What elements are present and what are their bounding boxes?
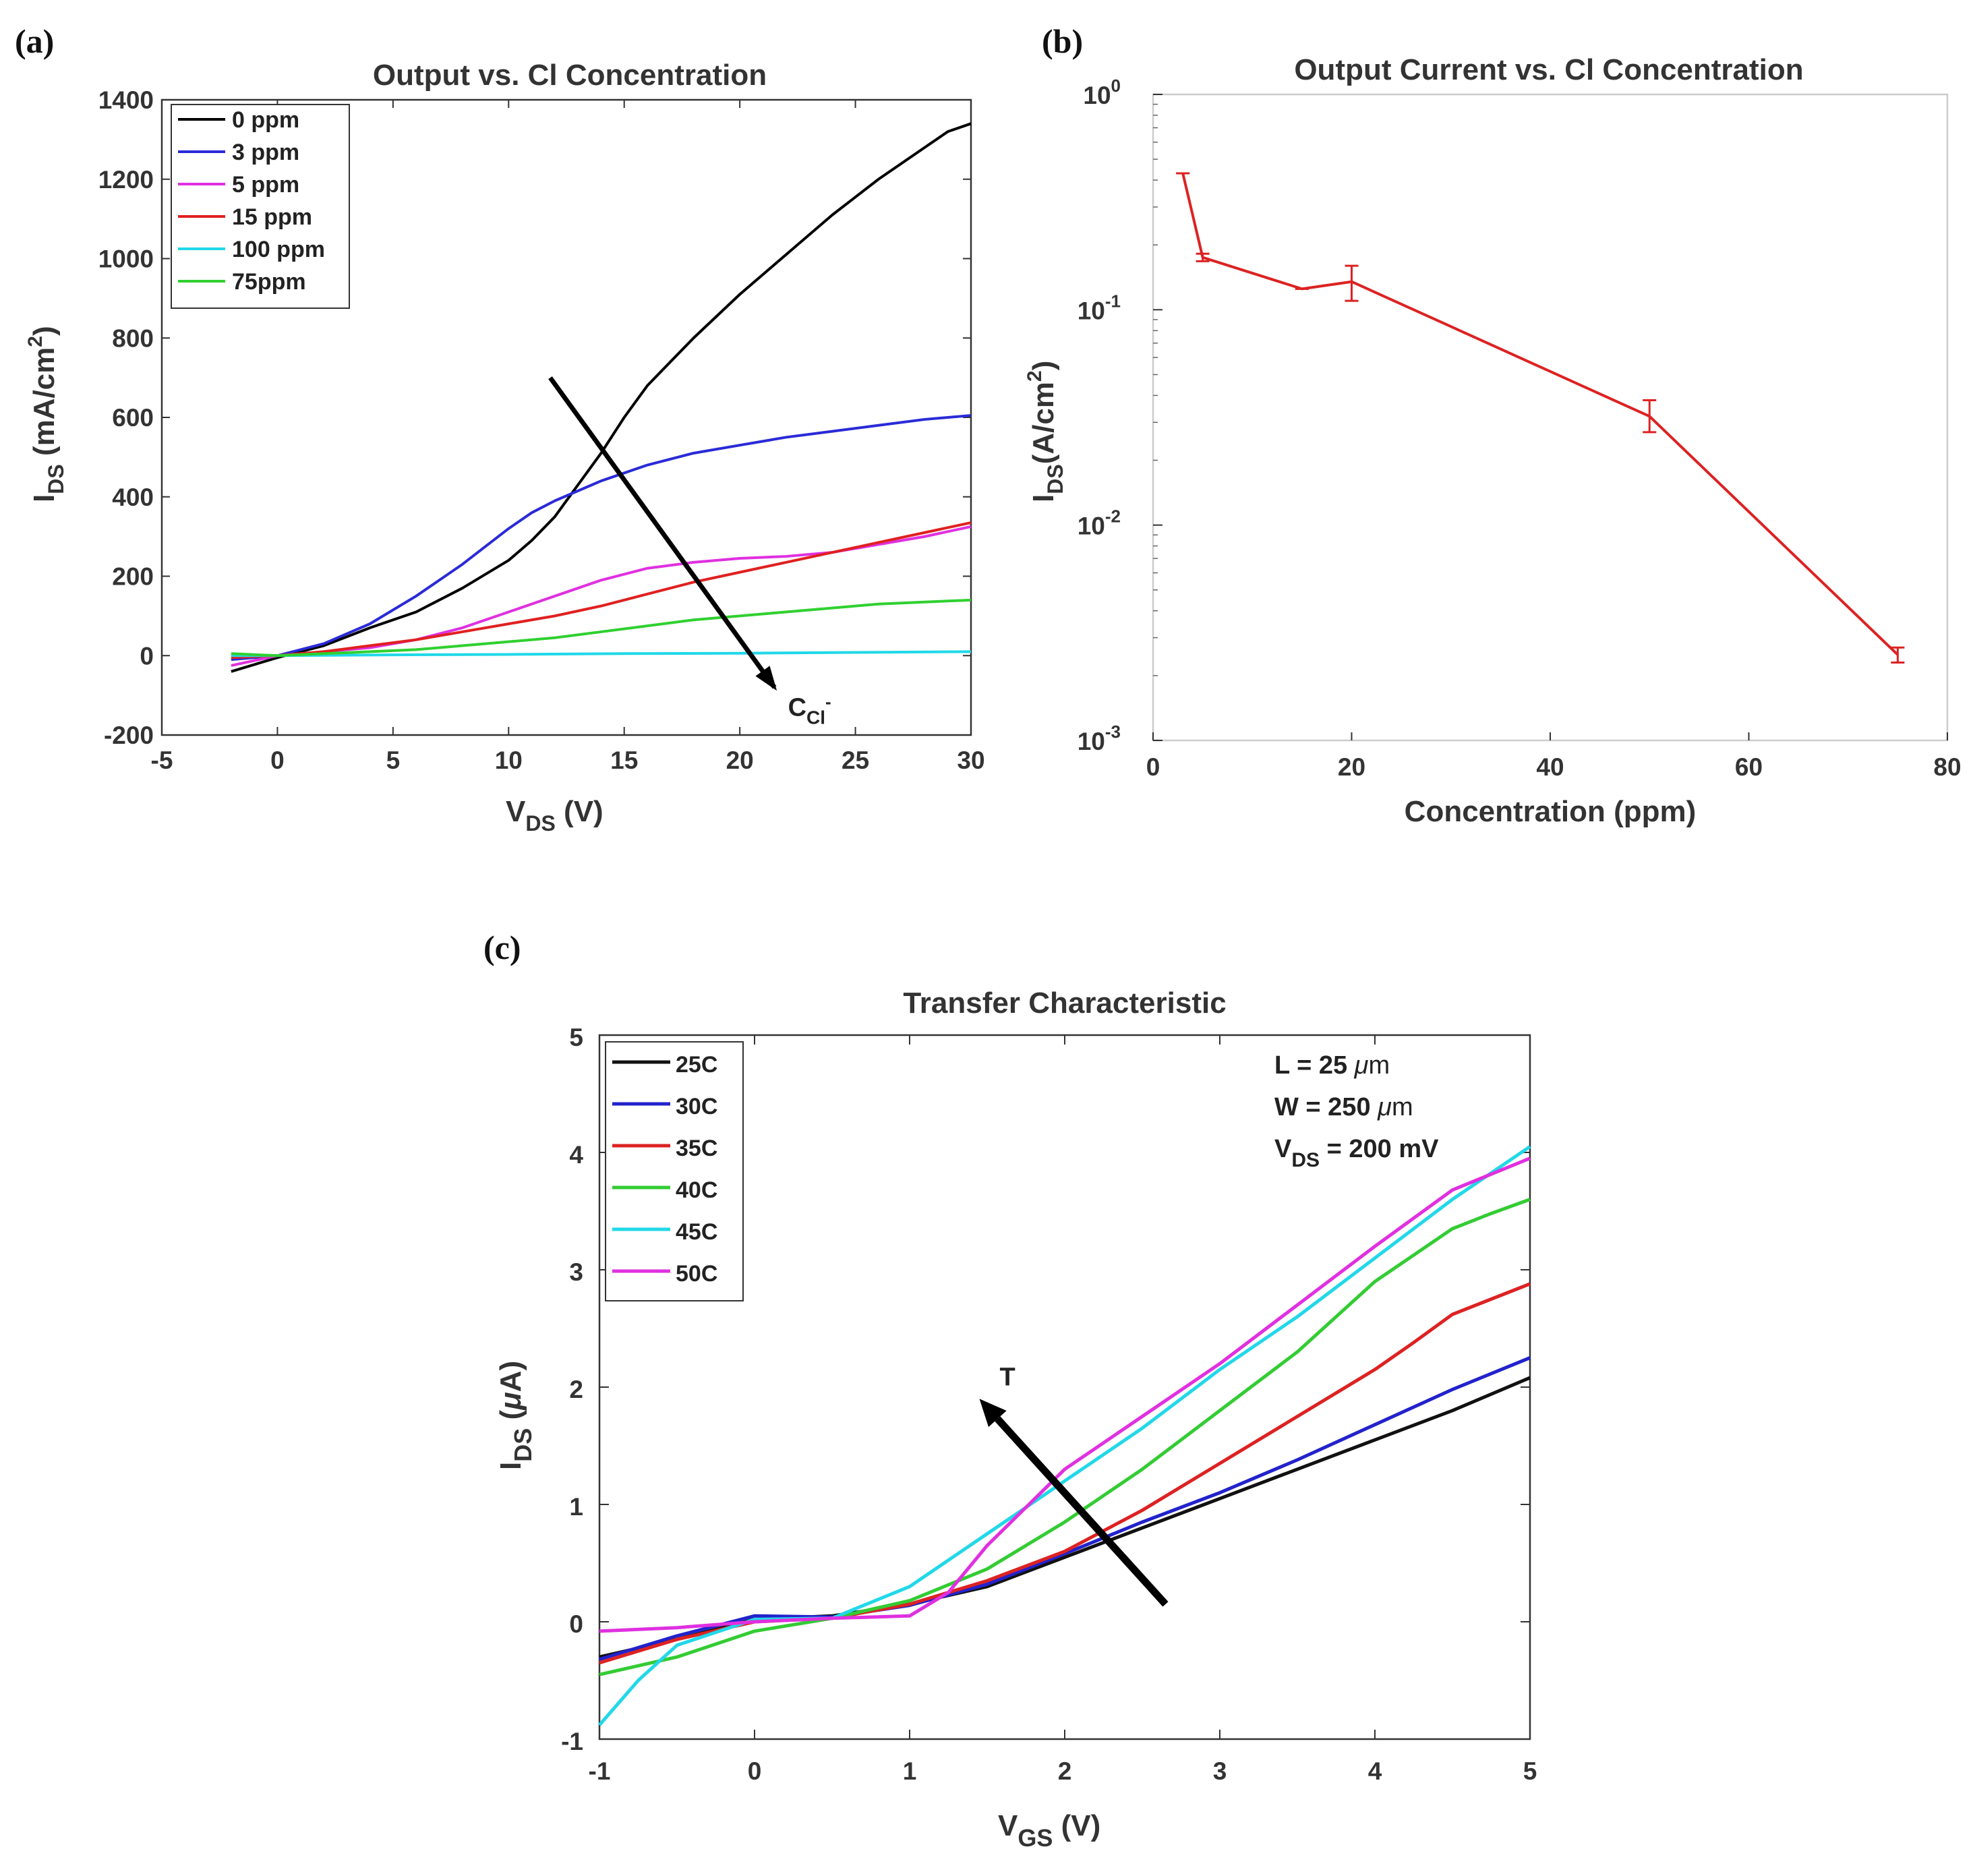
panel-a-ytick-label: 0 (140, 642, 154, 670)
panel-c-title: Transfer Characteristic (903, 987, 1226, 1020)
panel-a-ylabel: IDS (mA/cm2) (24, 326, 68, 502)
panel-b-label: (b) (1042, 22, 1083, 60)
panel-c-legend-label: 50C (676, 1261, 717, 1287)
panel-b-xtick-label: 40 (1536, 753, 1564, 781)
panel-c-ylabel: IDS (μA) (494, 1361, 537, 1470)
panel-c-label: (c) (483, 929, 521, 966)
panel-c-annotation-arrowhead (979, 1399, 1007, 1428)
panel-c-xtick-label: 5 (1523, 1757, 1537, 1785)
panel-b-xtick-label: 60 (1735, 753, 1763, 781)
panel-a-xtick-label: 25 (842, 746, 869, 774)
panel-b-xlabel: Concentration (ppm) (1405, 795, 1697, 828)
panel-a-xtick-label: 5 (386, 746, 401, 774)
panel-c-annotation-arrow (995, 1416, 1169, 1607)
panel-b-title: Output Current vs. Cl Concentration (1294, 53, 1803, 86)
panel-a-legend-label: 100 ppm (232, 237, 325, 262)
panel-a-legend-label: 75ppm (232, 269, 306, 295)
panel-b-series-line (1181, 173, 1899, 656)
panel-c: (c) Transfer Characteristic -1 0 1 2 3 4 5 -1 0 1… (483, 929, 1537, 1852)
panel-c-legend-label: 35C (676, 1136, 717, 1161)
panel-b-ytick-label: 100 (1083, 76, 1121, 109)
panel-c-legend-label: 45C (676, 1219, 717, 1245)
panel-c-device-param: L = 25 μm (1274, 1051, 1390, 1080)
panel-a-ytick-label: 600 (112, 404, 154, 432)
panel-b-errorbar (1891, 646, 1905, 664)
panel-a-annotation-arrow (548, 376, 777, 689)
panel-a-series-line-1 (231, 414, 972, 662)
panel-c-device-param: VDS = 200 mV (1274, 1135, 1439, 1171)
panel-a-legend-label: 15 ppm (232, 204, 312, 230)
panel-c-legend-box (605, 1041, 744, 1301)
panel-a-ytick-label: 1000 (98, 245, 154, 273)
panel-b-ytick-label: 10-2 (1078, 506, 1121, 540)
panel-a-series-line-0 (231, 122, 972, 673)
panel-b-ytick-label: 10-1 (1078, 291, 1121, 324)
panel-c-series-line-2 (599, 1282, 1531, 1665)
panel-c-annotation-label: T (1000, 1363, 1015, 1391)
panel-b-errorbar (1643, 399, 1657, 434)
panel-a-xlabel: VDS (V) (506, 795, 603, 836)
panel-b-xtick-label: 0 (1146, 753, 1160, 781)
panel-a-ytick-label: -200 (104, 722, 154, 749)
panel-b-xtick-label: 80 (1933, 753, 1961, 781)
panel-c-ytick-label: -1 (561, 1728, 583, 1755)
panel-c-ytick-label: 4 (569, 1141, 583, 1169)
panel-c-device-params: L = 25 μm W = 250 μm VDS = 200 mV (1274, 1051, 1439, 1171)
panel-c-xtick-label: -1 (589, 1757, 611, 1785)
panel-c-xtick-label: 3 (1213, 1757, 1227, 1785)
panel-b-errorbar (1196, 252, 1210, 262)
panel-a-ytick-label: 1200 (98, 166, 154, 194)
panel-c-ytick-label: 5 (569, 1024, 583, 1051)
panel-c-ytick-label: 1 (569, 1493, 583, 1521)
panel-a-xtick-label: 0 (270, 746, 285, 774)
panel-c-ytick-label: 0 (569, 1610, 583, 1638)
panel-c-series-line-0 (599, 1376, 1531, 1659)
panel-b-ylabel: IDS(A/cm2) (1024, 361, 1067, 502)
panel-a-xtick-label: 15 (610, 746, 638, 774)
panel-c-device-param: W = 250 μm (1274, 1093, 1413, 1121)
panel-a-series-line-5 (231, 598, 972, 657)
panel-c-xtick-label: 2 (1058, 1757, 1072, 1785)
panel-c-series-line-3 (599, 1198, 1531, 1676)
panel-a-legend-label: 3 ppm (232, 140, 299, 165)
panel-c-annotation: T (979, 1363, 1169, 1607)
panel-c-xtick-label: 4 (1368, 1757, 1382, 1785)
panel-b-plot-area (1152, 93, 1949, 742)
panel-a-ytick-label: 1400 (98, 86, 154, 114)
panel-c-ytick-label: 3 (569, 1258, 583, 1286)
panel-c-legend-label: 40C (676, 1177, 717, 1203)
panel-c-series-line-1 (599, 1356, 1531, 1662)
panel-c-ytick-label: 2 (569, 1376, 583, 1403)
panel-c-xtick-label: 0 (748, 1757, 762, 1785)
panel-a-xtick-label: 10 (495, 746, 523, 774)
panel-c-legend: 25C 30C 35C 40C 45C 50C (605, 1041, 744, 1301)
panel-c-legend-label: 30C (676, 1094, 717, 1119)
panel-a-annotation-label: CCl- (788, 691, 831, 728)
panel-a-xtick-label: 20 (726, 746, 754, 774)
panel-b-errorbar (1345, 264, 1359, 302)
panel-a-xtick-label: -5 (151, 746, 173, 774)
panel-a-ytick-label: 800 (112, 324, 154, 352)
panel-c-legend-label: 25C (676, 1052, 717, 1078)
panel-a-legend-box (171, 104, 350, 309)
panel-a-xtick-label: 30 (957, 746, 984, 774)
panel-a-legend: 0 ppm 3 ppm 5 ppm 15 ppm 100 ppm 75ppm (171, 104, 350, 309)
panel-a-annotation: CCl- (548, 376, 831, 728)
panel-c-xtick-label: 1 (903, 1757, 917, 1785)
panel-b-xtick-label: 20 (1338, 753, 1365, 781)
panel-a: (a) Output vs. Cl Concentration -5 0 5 10 15… (15, 22, 985, 836)
panel-a-label: (a) (15, 22, 54, 60)
panel-c-xlabel: VGS (V) (998, 1809, 1100, 1852)
panel-a-title: Output vs. Cl Concentration (373, 59, 767, 92)
panel-a-ytick-label: 200 (112, 563, 154, 591)
panel-a-annotation-arrowhead (755, 666, 777, 691)
panel-a-ytick-label: 400 (112, 483, 154, 511)
panel-c-series-line-5 (599, 1156, 1531, 1633)
panel-b-ytick-label: 10-3 (1078, 722, 1121, 755)
panel-b: (b) Output Current vs. Cl Concentration … (1024, 22, 1962, 828)
panel-a-legend-label: 0 ppm (232, 107, 299, 133)
panel-a-series-line-3 (231, 521, 972, 659)
panel-a-legend-label: 5 ppm (232, 172, 299, 198)
